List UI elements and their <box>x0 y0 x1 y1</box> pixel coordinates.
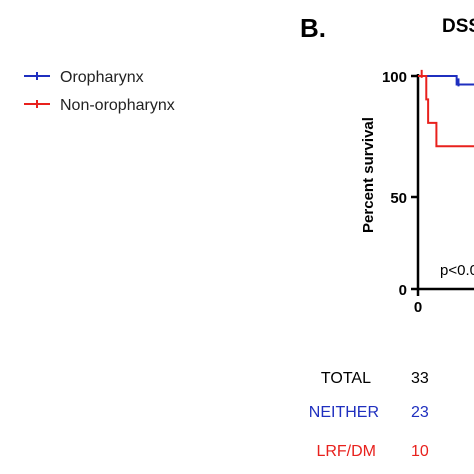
risk-table-label-lrf-dm: LRF/DM <box>316 443 376 460</box>
chart-title: DSS <box>442 16 474 37</box>
axes <box>411 74 474 296</box>
legend: Oropharynx Non-oropharynx <box>24 69 175 114</box>
y-axis-label: Percent survival <box>360 117 377 233</box>
y-tick-label-0: 0 <box>399 282 407 299</box>
y-tick-label-50: 50 <box>390 190 407 207</box>
risk-table-value-lrf-dm: 10 <box>411 443 429 460</box>
legend-label-non-oropharynx: Non-oropharynx <box>60 97 175 114</box>
panel-label: B. <box>300 13 326 43</box>
risk-table-value-neither: 23 <box>411 404 429 421</box>
censor-marks <box>420 69 460 87</box>
risk-table: TOTAL 33 NEITHER 23 LRF/DM 10 <box>309 370 429 460</box>
x-tick-label-0: 0 <box>414 299 422 316</box>
series-line-oropharynx <box>418 75 474 86</box>
risk-table-label-neither: NEITHER <box>309 404 379 421</box>
p-value-annotation: p<0.0 <box>440 262 474 279</box>
risk-table-label-total: TOTAL <box>321 370 371 387</box>
legend-label-oropharynx: Oropharynx <box>60 69 144 86</box>
risk-table-value-total: 33 <box>411 370 429 387</box>
y-tick-label-100: 100 <box>382 69 407 86</box>
series-line-non-oropharynx <box>418 75 474 148</box>
